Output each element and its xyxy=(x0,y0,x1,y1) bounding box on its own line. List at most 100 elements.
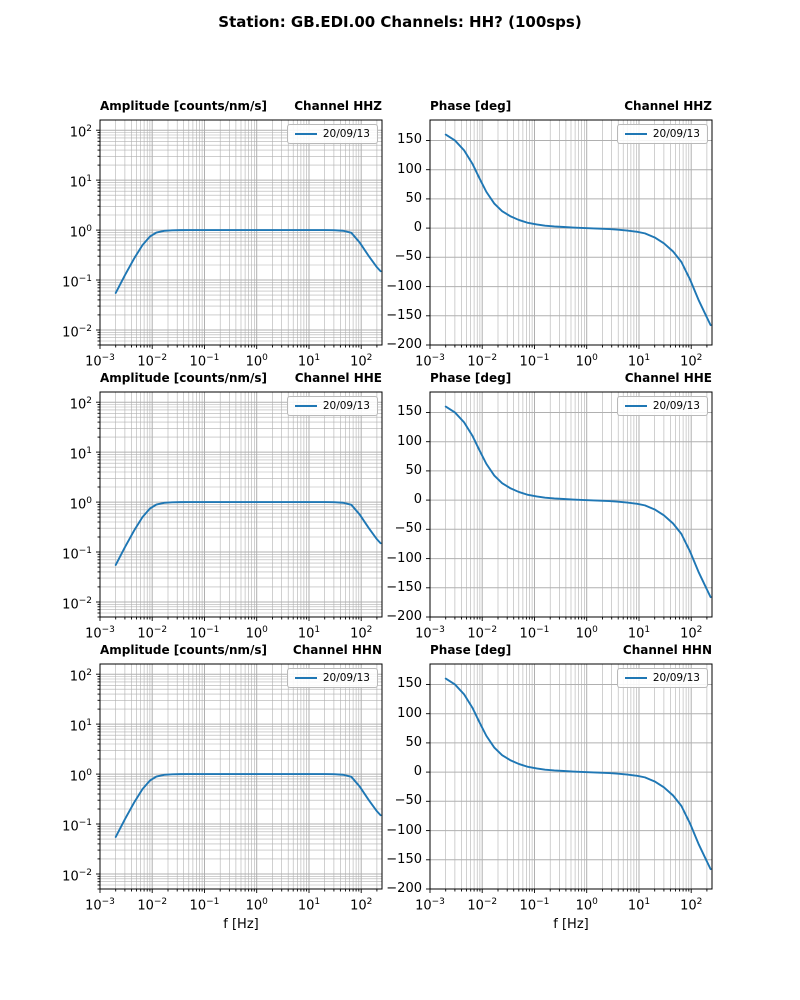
y-tick-label: −100 xyxy=(386,550,422,566)
x-axis-label: f [Hz] xyxy=(553,917,589,932)
amplitude-plot-HHE xyxy=(96,391,383,621)
x-tick-label: 10−1 xyxy=(519,897,550,914)
amplitude-plot-HHN xyxy=(96,663,383,893)
x-tick-label: 101 xyxy=(297,897,321,914)
phase-plot-HHN xyxy=(426,663,713,893)
y-tick-label: 10−2 xyxy=(62,867,92,885)
axes-title-channel: Channel HHE xyxy=(624,371,712,385)
legend-label: 20/09/13 xyxy=(652,128,700,140)
x-tick-label: 10−2 xyxy=(137,897,168,914)
x-tick-label: 10−3 xyxy=(415,897,445,914)
phase-plot-HHE xyxy=(426,391,713,621)
axes-title-phase: Phase [deg] xyxy=(430,371,512,385)
y-tick-label: 100 xyxy=(397,705,422,721)
tick-marks xyxy=(96,129,378,349)
x-tick-label: 10−1 xyxy=(189,625,220,642)
y-tick-label: 0 xyxy=(413,764,422,780)
x-tick-label: 101 xyxy=(297,353,321,370)
axes-title-amplitude: Amplitude [counts/nm/s] xyxy=(100,99,268,113)
x-tick-label: 101 xyxy=(627,897,651,914)
x-tick-label: 101 xyxy=(627,625,651,642)
legend: 20/09/13 xyxy=(616,124,708,144)
x-tick-label: 10−1 xyxy=(189,897,220,914)
legend-label: 20/09/13 xyxy=(652,672,700,684)
y-tick-label: 0 xyxy=(413,492,422,508)
y-tick-label: 50 xyxy=(405,190,422,206)
y-tick-label: 10−2 xyxy=(62,595,92,613)
y-tick-label: 101 xyxy=(69,446,92,463)
grid xyxy=(99,120,382,346)
x-tick-label: 10−3 xyxy=(415,353,445,370)
legend-label: 20/09/13 xyxy=(652,400,700,412)
figure-title: Station: GB.EDI.00 Channels: HH? (100sps… xyxy=(218,13,582,31)
axes-title-channel: Channel HHE xyxy=(294,371,382,385)
legend-label: 20/09/13 xyxy=(322,400,370,412)
x-tick-label: 101 xyxy=(627,353,651,370)
x-tick-label: 100 xyxy=(245,625,268,642)
y-tick-label: −150 xyxy=(386,851,422,867)
legend: 20/09/13 xyxy=(286,668,378,688)
legend-line-sample xyxy=(294,133,317,135)
response-curve xyxy=(114,773,382,838)
response-curve xyxy=(114,501,382,566)
y-tick-label: 100 xyxy=(397,161,422,177)
x-tick-label: 102 xyxy=(680,897,703,914)
x-tick-label: 10−1 xyxy=(189,353,220,370)
x-tick-label: 10−2 xyxy=(137,625,168,642)
phase-plot-HHZ xyxy=(426,119,713,349)
x-tick-label: 10−3 xyxy=(85,353,115,370)
x-tick-label: 100 xyxy=(245,897,268,914)
response-curve xyxy=(444,133,712,327)
axes-spines xyxy=(429,391,713,618)
amplitude-plot-HHZ xyxy=(96,119,383,349)
y-tick-label: 0 xyxy=(413,220,422,236)
response-curve xyxy=(444,405,712,599)
y-tick-label: 101 xyxy=(69,718,92,735)
x-tick-label: 102 xyxy=(680,625,703,642)
x-tick-label: 10−2 xyxy=(467,353,498,370)
legend-line-sample xyxy=(624,133,647,135)
x-tick-label: 102 xyxy=(350,897,373,914)
y-tick-label: −50 xyxy=(394,249,422,265)
y-tick-label: 150 xyxy=(397,404,422,420)
y-tick-label: 150 xyxy=(397,676,422,692)
legend: 20/09/13 xyxy=(286,396,378,416)
legend-label: 20/09/13 xyxy=(322,128,370,140)
y-tick-label: −200 xyxy=(386,881,422,896)
x-tick-label: 100 xyxy=(575,897,598,914)
legend-label: 20/09/13 xyxy=(322,672,370,684)
x-tick-label: 10−2 xyxy=(467,625,498,642)
y-tick-label: 100 xyxy=(69,496,92,513)
x-tick-label: 10−1 xyxy=(519,353,550,370)
y-tick-label: −100 xyxy=(386,822,422,838)
grid xyxy=(429,120,712,346)
axes-title-phase: Phase [deg] xyxy=(430,643,512,657)
x-tick-label: 102 xyxy=(350,353,373,370)
x-tick-label: 10−2 xyxy=(137,353,168,370)
y-tick-label: −100 xyxy=(386,278,422,294)
x-tick-label: 10−3 xyxy=(85,625,115,642)
response-curve xyxy=(444,677,712,871)
x-tick-label: 10−3 xyxy=(415,625,445,642)
y-tick-label: −200 xyxy=(386,337,422,352)
y-tick-label: 150 xyxy=(397,132,422,148)
legend: 20/09/13 xyxy=(616,396,708,416)
x-tick-label: 100 xyxy=(575,625,598,642)
x-tick-label: 102 xyxy=(350,625,373,642)
response-curve xyxy=(114,229,382,294)
axes-spines xyxy=(429,663,713,890)
y-tick-label: 102 xyxy=(69,396,92,413)
tick-marks xyxy=(96,401,378,621)
x-tick-label: 10−1 xyxy=(519,625,550,642)
y-tick-label: 50 xyxy=(405,462,422,478)
legend-line-sample xyxy=(624,677,647,679)
y-tick-label: −150 xyxy=(386,307,422,323)
axes-title-channel: Channel HHZ xyxy=(294,99,382,113)
tick-marks xyxy=(96,673,378,893)
y-tick-label: −50 xyxy=(394,521,422,537)
y-tick-label: −200 xyxy=(386,609,422,624)
y-tick-label: 10−1 xyxy=(62,546,92,563)
y-tick-label: 100 xyxy=(69,768,92,785)
legend-line-sample xyxy=(294,405,317,407)
x-tick-label: 100 xyxy=(245,353,268,370)
